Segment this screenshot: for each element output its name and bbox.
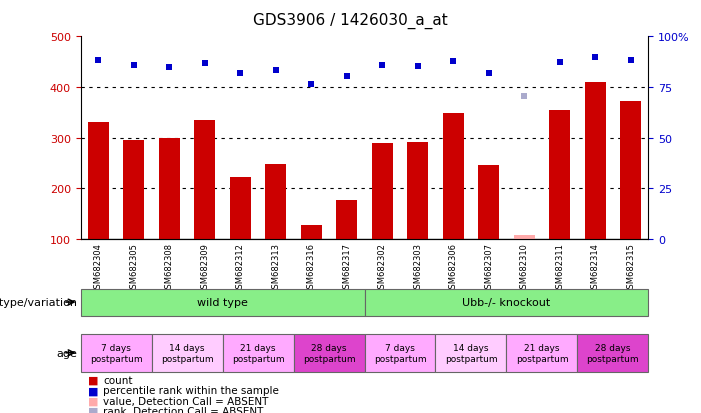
Bar: [158, 138, 180, 240]
Text: count: count: [103, 375, 132, 385]
Bar: [365, 335, 435, 372]
Bar: [407, 142, 428, 240]
Text: wild type: wild type: [197, 297, 248, 308]
Bar: [506, 335, 578, 372]
Text: 28 days
postpartum: 28 days postpartum: [303, 344, 355, 363]
Bar: [442, 114, 464, 240]
Bar: [301, 225, 322, 240]
Text: ■: ■: [88, 375, 98, 385]
Text: value, Detection Call = ABSENT: value, Detection Call = ABSENT: [103, 396, 268, 406]
Bar: [514, 235, 535, 240]
Bar: [88, 123, 109, 240]
Text: 7 days
postpartum: 7 days postpartum: [90, 344, 142, 363]
Bar: [81, 289, 365, 316]
Bar: [585, 83, 606, 240]
Text: rank, Detection Call = ABSENT: rank, Detection Call = ABSENT: [103, 406, 264, 413]
Bar: [372, 143, 393, 240]
Bar: [365, 289, 648, 316]
Text: 14 days
postpartum: 14 days postpartum: [444, 344, 497, 363]
Bar: [478, 166, 499, 240]
Bar: [549, 111, 571, 240]
Bar: [294, 335, 365, 372]
Bar: [336, 200, 358, 240]
Bar: [578, 335, 648, 372]
Bar: [265, 165, 287, 240]
Text: percentile rank within the sample: percentile rank within the sample: [103, 385, 279, 395]
Bar: [223, 335, 294, 372]
Bar: [194, 121, 215, 240]
Bar: [123, 141, 144, 240]
Text: genotype/variation: genotype/variation: [0, 297, 77, 308]
Text: 7 days
postpartum: 7 days postpartum: [374, 344, 426, 363]
Text: ■: ■: [88, 406, 98, 413]
Text: 21 days
postpartum: 21 days postpartum: [232, 344, 285, 363]
Text: age: age: [56, 348, 77, 358]
Bar: [230, 178, 251, 240]
Text: 28 days
postpartum: 28 days postpartum: [587, 344, 639, 363]
Text: GDS3906 / 1426030_a_at: GDS3906 / 1426030_a_at: [253, 12, 448, 28]
Bar: [620, 102, 641, 240]
Bar: [435, 335, 506, 372]
Text: ■: ■: [88, 396, 98, 406]
Text: Ubb-/- knockout: Ubb-/- knockout: [463, 297, 550, 308]
Text: ■: ■: [88, 385, 98, 395]
Text: 14 days
postpartum: 14 days postpartum: [161, 344, 213, 363]
Bar: [151, 335, 223, 372]
Text: 21 days
postpartum: 21 days postpartum: [516, 344, 569, 363]
Bar: [81, 335, 151, 372]
